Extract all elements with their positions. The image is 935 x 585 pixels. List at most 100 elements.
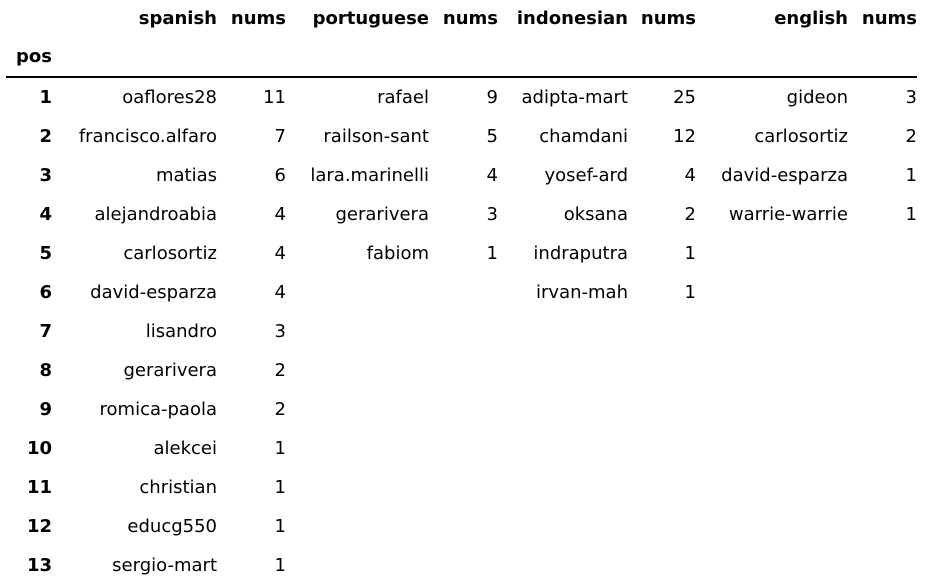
cell-spanish: sergio-mart (112, 555, 217, 576)
cell-portuguese: lara.marinelli (310, 165, 429, 186)
table-row: 5 carlosortiz 4 fabiom 1 indraputra 1 (6, 234, 917, 273)
index-row-blank (498, 37, 628, 77)
cell-portuguese-nums: 9 (486, 87, 498, 108)
row-pos: 5 (39, 243, 52, 264)
cell-english (696, 390, 848, 429)
contributors-table: spanish nums portuguese nums indonesian … (6, 0, 917, 585)
cell-english-nums (848, 546, 917, 585)
cell-spanish: matias (155, 165, 217, 186)
cell-portuguese-nums (429, 507, 498, 546)
table-body: 1 oaflores28 11 rafael 9 adipta-mart 25 gideon 3… (6, 77, 917, 585)
row-pos: 6 (39, 282, 52, 303)
cell-english-nums (848, 273, 917, 312)
cell-portuguese-nums (429, 429, 498, 468)
cell-indonesian-nums (628, 429, 696, 468)
cell-spanish: lisandro (145, 321, 217, 342)
table-row: 11 christian 1 (6, 468, 917, 507)
cell-english: david-esparza (721, 165, 848, 186)
cell-english (696, 468, 848, 507)
header-english: english (774, 8, 848, 29)
cell-indonesian (498, 351, 628, 390)
cell-spanish: alekcei (153, 438, 217, 459)
cell-english: warrie-warrie (728, 204, 848, 225)
index-row-blank (52, 37, 217, 77)
column-header-row: spanish nums portuguese nums indonesian … (6, 0, 917, 37)
cell-portuguese-nums (429, 312, 498, 351)
cell-indonesian-nums (628, 390, 696, 429)
cell-spanish-nums: 6 (274, 165, 286, 186)
cell-indonesian-nums: 2 (684, 204, 696, 225)
cell-spanish-nums: 1 (274, 477, 286, 498)
cell-portuguese: gerarivera (335, 204, 430, 225)
cell-spanish: oaflores28 (122, 87, 217, 108)
table-row: 10 alekcei 1 (6, 429, 917, 468)
cell-english (696, 546, 848, 585)
cell-indonesian (498, 429, 628, 468)
cell-portuguese: rafael (377, 87, 429, 108)
cell-indonesian (498, 312, 628, 351)
cell-spanish-nums: 1 (274, 438, 286, 459)
header-spanish-nums: nums (230, 8, 286, 29)
header-spanish: spanish (138, 8, 217, 29)
index-name-header: pos (16, 46, 52, 67)
row-pos: 13 (26, 555, 52, 576)
cell-portuguese-nums: 3 (486, 204, 498, 225)
cell-english-nums (848, 351, 917, 390)
cell-english (696, 273, 848, 312)
cell-indonesian-nums (628, 507, 696, 546)
cell-indonesian: yosef-ard (544, 165, 628, 186)
cell-portuguese-nums (429, 273, 498, 312)
cell-spanish-nums: 4 (274, 204, 286, 225)
cell-indonesian: indraputra (533, 243, 628, 264)
cell-indonesian (498, 390, 628, 429)
cell-spanish-nums: 4 (274, 243, 286, 264)
cell-spanish-nums: 11 (263, 87, 286, 108)
cell-indonesian: irvan-mah (536, 282, 628, 303)
index-row-blank (848, 37, 917, 77)
table-row: 6 david-esparza 4 irvan-mah 1 (6, 273, 917, 312)
cell-english-nums (848, 312, 917, 351)
cell-english-nums (848, 468, 917, 507)
row-pos: 9 (39, 399, 52, 420)
cell-spanish: francisco.alfaro (78, 126, 217, 147)
cell-english (696, 351, 848, 390)
table-row: 8 gerarivera 2 (6, 351, 917, 390)
index-row-blank (217, 37, 286, 77)
header-indonesian: indonesian (516, 8, 628, 29)
cell-english-nums: 3 (905, 87, 917, 108)
cell-spanish-nums: 2 (274, 399, 286, 420)
cell-indonesian-nums: 4 (684, 165, 696, 186)
cell-portuguese (286, 273, 429, 312)
row-pos: 10 (26, 438, 52, 459)
cell-indonesian (498, 546, 628, 585)
cell-english-nums (848, 507, 917, 546)
table-row: 3 matias 6 lara.marinelli 4 yosef-ard 4 david-e… (6, 156, 917, 195)
cell-indonesian: adipta-mart (521, 87, 629, 108)
cell-portuguese: fabiom (366, 243, 429, 264)
cell-indonesian-nums: 1 (684, 243, 696, 264)
cell-spanish: romica-paola (99, 399, 217, 420)
cell-spanish-nums: 2 (274, 360, 286, 381)
table-row: 7 lisandro 3 (6, 312, 917, 351)
cell-english (696, 429, 848, 468)
cell-portuguese (286, 312, 429, 351)
row-pos: 11 (26, 477, 52, 498)
cell-english (696, 234, 848, 273)
header-blank-cell (6, 0, 52, 37)
row-pos: 8 (39, 360, 52, 381)
cell-indonesian (498, 468, 628, 507)
cell-english-nums (848, 390, 917, 429)
table-row: 2 francisco.alfaro 7 railson-sant 5 chamdani 1… (6, 117, 917, 156)
row-pos: 4 (39, 204, 52, 225)
cell-spanish: gerarivera (123, 360, 218, 381)
header-portuguese-nums: nums (442, 8, 498, 29)
cell-indonesian-nums: 1 (684, 282, 696, 303)
cell-portuguese (286, 390, 429, 429)
index-name-row: pos (6, 37, 917, 77)
index-row-blank (696, 37, 848, 77)
cell-portuguese-nums (429, 468, 498, 507)
cell-spanish: alejandroabia (94, 204, 217, 225)
table-row: 1 oaflores28 11 rafael 9 adipta-mart 25 gideon 3 (6, 77, 917, 117)
cell-portuguese-nums (429, 390, 498, 429)
